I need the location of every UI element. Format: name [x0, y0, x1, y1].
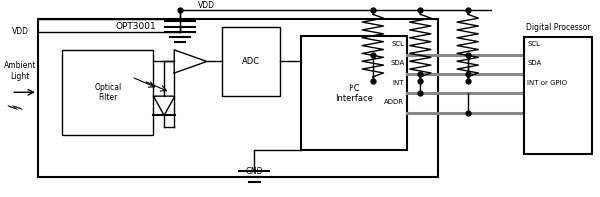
Text: Digital Processor: Digital Processor — [526, 23, 591, 32]
Text: GND: GND — [245, 167, 263, 176]
Text: SCL: SCL — [391, 41, 404, 47]
Text: INT: INT — [393, 80, 404, 86]
Bar — [62, 50, 154, 135]
Text: SDA: SDA — [527, 60, 541, 66]
Text: Optical
Filter: Optical Filter — [94, 83, 121, 102]
Text: ADC: ADC — [242, 57, 260, 66]
Text: ADDR: ADDR — [384, 99, 404, 105]
Text: Ambient
Light: Ambient Light — [4, 61, 36, 81]
Bar — [38, 19, 438, 177]
Text: VDD: VDD — [199, 1, 215, 10]
Bar — [524, 37, 592, 154]
Text: INT or GPIO: INT or GPIO — [527, 80, 567, 86]
Text: I²C
Interface: I²C Interface — [335, 84, 373, 103]
Text: SCL: SCL — [527, 41, 540, 47]
Bar — [221, 27, 280, 96]
Text: SDA: SDA — [390, 60, 404, 66]
Text: VDD: VDD — [12, 27, 29, 36]
Text: OPT3001: OPT3001 — [115, 22, 156, 31]
Bar — [301, 36, 407, 150]
